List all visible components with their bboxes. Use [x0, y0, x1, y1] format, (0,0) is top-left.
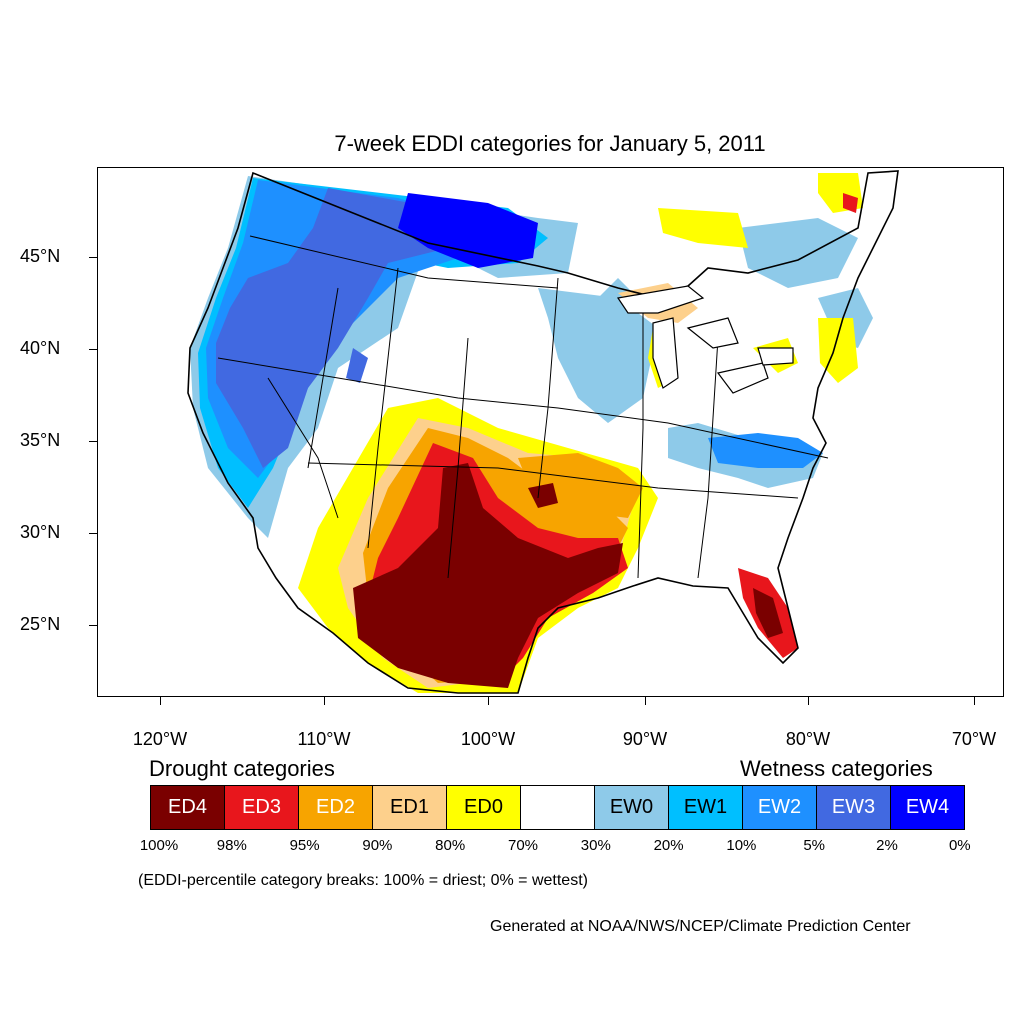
category-breaks-note: (EDDI-percentile category breaks: 100% =…: [138, 872, 588, 889]
legend-swatch-ed1: ED1: [372, 785, 447, 830]
legend-percentile-label: 98%: [216, 837, 247, 854]
legend-swatch-ew3: EW3: [816, 785, 891, 830]
eddi-map: [187, 170, 899, 694]
x-tick-100w: 100°W: [460, 729, 516, 749]
map-frame: [97, 167, 1004, 697]
legend-color-bar: ED4 ED3 ED2 ED1 ED0 EW0 EW1 EW2 EW3 EW4: [150, 785, 965, 830]
x-tick-70w: 70°W: [951, 729, 997, 749]
legend-swatch-ed0: ED0: [446, 785, 521, 830]
y-tick-35n: 35°N: [20, 430, 61, 450]
great-lakes: [616, 285, 794, 394]
y-tick-45n: 45°N: [20, 246, 61, 266]
x-tick-120w: 120°W: [132, 729, 188, 749]
legend-percentile-label: 10%: [726, 837, 757, 854]
legend-percentile-label: 70%: [507, 837, 539, 854]
y-tick-30n: 30°N: [20, 522, 61, 542]
y-tickmark: [89, 257, 97, 258]
y-tickmark: [89, 349, 97, 350]
wetness-regions: [190, 176, 873, 538]
y-tickmark: [89, 441, 97, 442]
map-title: 7-week EDDI categories for January 5, 20…: [334, 131, 766, 156]
x-tickmark: [488, 697, 489, 705]
legend-swatch-ew2: EW2: [742, 785, 817, 830]
legend-percentile-label: 0%: [948, 837, 971, 854]
x-tickmark: [645, 697, 646, 705]
y-tickmark: [89, 625, 97, 626]
legend-swatch-neutral: [520, 785, 595, 830]
drought-regions: [298, 173, 863, 693]
legend-percentile-label: 30%: [580, 837, 611, 854]
x-tickmark: [974, 697, 975, 705]
credit-line: Generated at NOAA/NWS/NCEP/Climate Predi…: [490, 918, 911, 935]
legend-percentile-label: 90%: [362, 837, 393, 854]
wetness-categories-heading: Wetness categories: [740, 756, 933, 781]
legend-swatch-ed3: ED3: [224, 785, 299, 830]
x-tick-80w: 80°W: [785, 729, 831, 749]
y-tick-25n: 25°N: [20, 614, 61, 634]
legend-percentile-label: 95%: [289, 837, 320, 854]
legend-percentile-label: 5%: [803, 837, 826, 854]
legend-swatch-ew0: EW0: [594, 785, 669, 830]
x-tickmark: [324, 697, 325, 705]
legend-percentile-label: 20%: [653, 837, 684, 854]
y-tickmark: [89, 533, 97, 534]
legend-swatch-ed2: ED2: [298, 785, 373, 830]
drought-categories-heading: Drought categories: [149, 756, 335, 781]
legend-percentile-label: 80%: [435, 837, 466, 854]
x-tick-90w: 90°W: [622, 729, 668, 749]
legend-swatch-ed4: ED4: [150, 785, 225, 830]
x-tickmark: [808, 697, 809, 705]
x-tickmark: [160, 697, 161, 705]
legend-swatch-ew4: EW4: [890, 785, 965, 830]
state-borders: [187, 170, 899, 694]
legend-swatch-ew1: EW1: [668, 785, 743, 830]
y-tick-40n: 40°N: [20, 338, 61, 358]
legend-percentile-label: 2%: [876, 837, 898, 854]
legend-percentile-label: 100%: [139, 837, 179, 854]
x-tick-110w: 110°W: [297, 729, 351, 749]
